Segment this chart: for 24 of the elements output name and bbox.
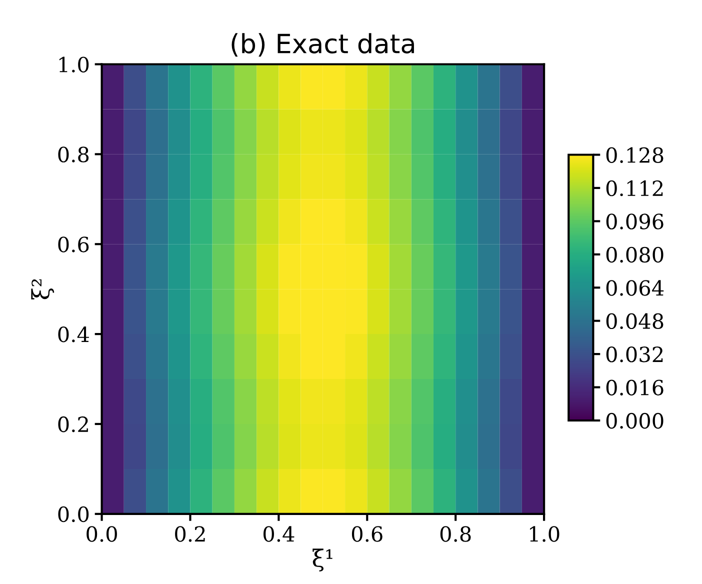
color-bar-label: 0.096 xyxy=(606,214,664,230)
x-tick-label: 0.0 xyxy=(86,526,117,542)
color-bar-label: 0.064 xyxy=(606,280,664,296)
x-tick-label: 0.8 xyxy=(440,526,471,542)
x-tick-label: 0.6 xyxy=(352,526,382,542)
y-tick-label: 0.0 xyxy=(58,506,89,522)
x-axis-title: ξ¹ xyxy=(312,548,332,572)
color-bar-label: 0.032 xyxy=(606,346,663,362)
color-bar-label: 0.128 xyxy=(606,147,664,163)
color-bar-label: 0.048 xyxy=(606,313,664,330)
color-bar-label: 0.112 xyxy=(606,180,663,196)
color-bar-label: 0.080 xyxy=(606,246,664,263)
y-axis-title: ξ² xyxy=(31,279,54,300)
color-bar-label: 0.000 xyxy=(606,412,664,429)
chart-title: (b) Exact data xyxy=(232,33,414,57)
x-tick-label: 1.0 xyxy=(530,526,560,542)
y-tick-label: 0.8 xyxy=(58,146,89,162)
y-tick-label: 1.0 xyxy=(59,56,89,72)
y-tick-label: 0.2 xyxy=(58,416,88,432)
y-tick-label: 0.6 xyxy=(58,236,89,252)
x-tick-label: 0.2 xyxy=(175,526,205,542)
y-tick-label: 0.4 xyxy=(58,326,89,342)
x-tick-label: 0.4 xyxy=(264,526,294,542)
color-bar-label: 0.016 xyxy=(606,380,664,396)
